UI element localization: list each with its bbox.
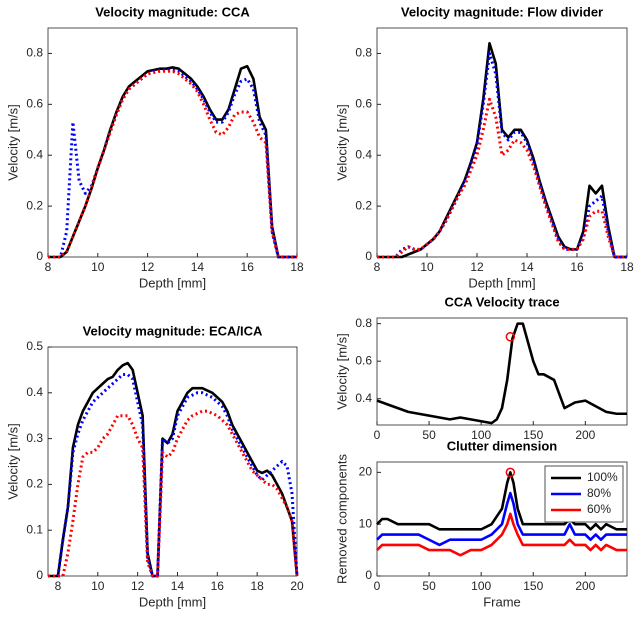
x-tick-label: 100 (471, 428, 491, 442)
x-tick-label: 0 (374, 579, 381, 593)
x-tick-label: 18 (620, 260, 634, 274)
x-tick-label: 10 (91, 579, 105, 593)
chart-title: Velocity magnitude: CCA (95, 4, 250, 19)
series-line (48, 68, 297, 259)
x-tick-label: 50 (422, 428, 436, 442)
plot-area (376, 27, 628, 258)
legend-label: 80% (587, 486, 611, 500)
y-tick-label: 0.1 (26, 522, 43, 536)
x-tick-label: 8 (55, 579, 62, 593)
y-tick-label: 0.6 (26, 97, 43, 111)
legend-label: 60% (587, 502, 611, 516)
chart-title: CCA Velocity trace (444, 294, 559, 309)
y-tick-label: 0.8 (26, 46, 43, 60)
x-axis-label: Depth [mm] (139, 275, 206, 290)
x-tick-label: 12 (141, 260, 155, 274)
y-tick-label: 0 (36, 568, 43, 582)
plot-area (47, 346, 298, 577)
x-tick-label: 16 (241, 260, 255, 274)
x-tick-label: 10 (420, 260, 434, 274)
x-tick-label: 14 (520, 260, 534, 274)
x-tick-label: 100 (471, 579, 491, 593)
y-tick-label: 0.2 (26, 477, 43, 491)
y-tick-label: 0.4 (26, 385, 43, 399)
x-tick-label: 150 (523, 579, 543, 593)
y-tick-label: 10 (359, 516, 373, 530)
x-tick-label: 12 (131, 579, 145, 593)
x-tick-label: 200 (575, 428, 595, 442)
y-tick-label: 0.8 (355, 46, 372, 60)
y-tick-label: 0 (365, 568, 372, 582)
plot-area (47, 27, 298, 258)
x-tick-label: 200 (575, 579, 595, 593)
y-axis-label: Removed components (334, 453, 349, 584)
y-axis-label: Velocity [m/s] (5, 423, 20, 500)
y-tick-label: 0.6 (355, 97, 372, 111)
series-line (377, 97, 627, 259)
series-line (48, 64, 297, 259)
x-tick-label: 8 (374, 260, 381, 274)
series-line (376, 322, 627, 425)
y-tick-label: 0 (365, 249, 372, 263)
x-axis-label: Depth [mm] (139, 594, 206, 609)
series-line (48, 372, 299, 578)
highlight-marker (505, 467, 516, 478)
x-tick-label: 150 (523, 428, 543, 442)
y-tick-label: 0.4 (26, 147, 43, 161)
x-axis-label: Frame (483, 594, 521, 609)
x-tick-label: 8 (45, 260, 52, 274)
y-tick-label: 0.2 (26, 198, 43, 212)
series-line (376, 491, 627, 547)
y-tick-label: 0.5 (26, 339, 43, 353)
chart-title: Velocity magnitude: Flow divider (401, 4, 603, 19)
series-line (376, 471, 627, 531)
y-tick-label: 0.8 (355, 316, 372, 330)
y-tick-label: 0.2 (355, 198, 372, 212)
y-tick-label: 0.6 (355, 353, 372, 367)
x-tick-label: 14 (191, 260, 205, 274)
x-tick-label: 10 (91, 260, 105, 274)
x-tick-label: 18 (290, 260, 304, 274)
x-tick-label: 18 (250, 579, 264, 593)
chart-title: Velocity magnitude: ECA/ICA (83, 323, 263, 338)
x-tick-label: 16 (570, 260, 584, 274)
x-tick-label: 0 (374, 428, 381, 442)
y-tick-label: 0.3 (26, 431, 43, 445)
y-tick-label: 0.4 (355, 147, 372, 161)
y-tick-label: 20 (359, 465, 373, 479)
x-tick-label: 14 (171, 579, 185, 593)
y-axis-label: Velocity [m/s] (334, 333, 349, 410)
legend-label: 100% (587, 470, 618, 484)
chart-title: Clutter dimension (447, 438, 558, 453)
y-axis-label: Velocity [m/s] (5, 104, 20, 181)
y-axis-label: Velocity [m/s] (334, 104, 349, 181)
series-line (376, 512, 627, 557)
x-tick-label: 50 (422, 579, 436, 593)
y-tick-label: 0 (36, 249, 43, 263)
x-tick-label: 16 (211, 579, 225, 593)
x-tick-label: 12 (470, 260, 484, 274)
y-tick-label: 0.4 (355, 391, 372, 405)
x-tick-label: 20 (290, 579, 304, 593)
x-axis-label: Depth [mm] (468, 275, 535, 290)
highlight-marker (505, 332, 516, 342)
